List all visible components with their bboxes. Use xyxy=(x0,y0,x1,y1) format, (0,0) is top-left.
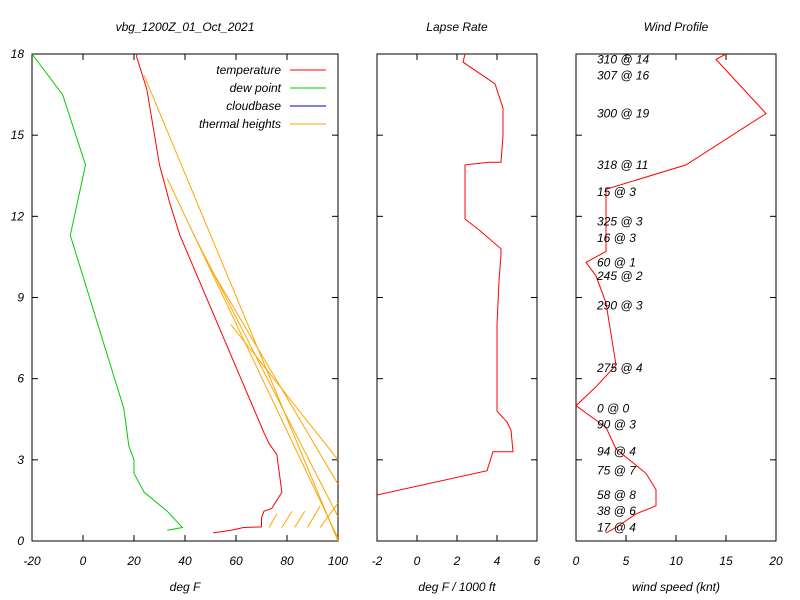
legend-label-cloudbase: cloudbase xyxy=(226,99,281,113)
sounding-thermal-heights-line xyxy=(306,505,321,528)
lapse-rate-x-tick-label: -2 xyxy=(372,554,383,568)
lapse-rate-x-tick-label: 0 xyxy=(414,554,421,568)
wind-annotation: 318 @ 11 xyxy=(597,158,648,172)
legend-label-temperature: temperature xyxy=(216,63,281,77)
sounding-thermal-heights-line xyxy=(319,502,339,528)
wind-profile-panel: Wind Profile 0 5 10 15 20 wind speed (knt) 310 … xyxy=(573,20,783,594)
wind-annotation: 16 @ 3 xyxy=(597,231,636,245)
sounding-y-tick-label: 6 xyxy=(17,372,24,386)
lapse-rate-frame xyxy=(376,53,538,542)
legend: temperature dew point cloudbase thermal hei… xyxy=(199,63,326,131)
wind-annotation: 325 @ 3 xyxy=(597,215,643,229)
sounding-y-tick-label: 15 xyxy=(11,128,25,142)
lapse-rate-x-tick-label: 4 xyxy=(494,554,501,568)
sounding-temperature-line xyxy=(136,54,283,534)
sounding-x-tick-label: 100 xyxy=(328,554,348,568)
sounding-frame xyxy=(31,53,339,542)
wind-profile-x-tick-label: 10 xyxy=(669,554,683,568)
sounding-title: vbg_1200Z_01_Oct_2021 xyxy=(116,20,255,34)
wind-annotation: 275 @ 4 xyxy=(596,361,643,375)
sounding-x-tick-label: 0 xyxy=(80,554,87,568)
sounding-thermal-heights-line xyxy=(230,324,339,461)
sounding-thermal-heights-line xyxy=(294,510,306,528)
sounding-y-tick-label: 12 xyxy=(11,209,25,223)
wind-annotation: 58 @ 8 xyxy=(597,488,636,502)
wind-annotation: 307 @ 16 xyxy=(597,69,650,83)
sounding-x-tick-label: 60 xyxy=(229,554,243,568)
sounding-x-tick-label: 40 xyxy=(178,554,192,568)
sounding-dew-point-line xyxy=(31,53,184,531)
wind-annotation: 94 @ 4 xyxy=(597,445,636,459)
sounding-thermal-heights-line xyxy=(204,259,339,485)
legend-label-dew-point: dew point xyxy=(230,81,282,95)
sounding-y-tick-label: 18 xyxy=(11,47,25,61)
sounding-y-tick-label: 0 xyxy=(17,534,24,548)
sounding-y-tick-label: 9 xyxy=(17,291,24,305)
sounding-x-tick-label: 20 xyxy=(126,554,141,568)
wind-annotation: 300 @ 19 xyxy=(597,107,650,121)
lapse-rate-x-axis-label: deg F / 1000 ft xyxy=(418,580,496,594)
lapse-rate-x-tick-label: 6 xyxy=(534,554,541,568)
wind-annotation: 75 @ 7 xyxy=(597,464,637,478)
wind-annotation: 38 @ 6 xyxy=(597,504,636,518)
wind-annotation: 90 @ 3 xyxy=(597,418,636,432)
lapse-rate-x-tick-label: 2 xyxy=(453,554,461,568)
sounding-thermal-heights-line xyxy=(192,232,339,517)
wind-annotation: 245 @ 2 xyxy=(596,269,643,283)
sounding-x-tick-label: -20 xyxy=(23,554,41,568)
wind-annotation: 60 @ 1 xyxy=(597,255,636,269)
wind-annotation: 17 @ 4 xyxy=(597,520,636,534)
legend-label-thermal-heights: thermal heights xyxy=(199,117,281,131)
sounding-panel: vbg_1200Z_01_Oct_2021 -20 0 20 40 60 80 100 0 3 6 9… xyxy=(11,20,349,594)
sounding-x-tick-label: 80 xyxy=(280,554,294,568)
sounding-thermal-heights-line xyxy=(166,178,339,539)
wind-profile-x-tick-label: 0 xyxy=(573,554,580,568)
wind-profile-x-axis-label: wind speed (knt) xyxy=(632,580,720,594)
wind-annotation: 290 @ 3 xyxy=(596,299,643,313)
sounding-thermal-heights-line xyxy=(143,75,339,542)
sounding-thermal-heights-line xyxy=(268,513,278,528)
wind-profile-title: Wind Profile xyxy=(644,20,709,34)
wind-annotation: 0 @ 0 xyxy=(597,401,630,415)
lapse-rate-panel: Lapse Rate -2 0 2 4 6 deg F / 1000 ft xyxy=(372,20,541,594)
sounding-thermal-heights-line xyxy=(281,510,293,528)
wind-profile-series-line xyxy=(575,53,767,534)
wind-profile-x-tick-label: 5 xyxy=(623,554,630,568)
sounding-x-axis-label: deg F xyxy=(170,580,201,594)
wind-annotation: 15 @ 3 xyxy=(597,185,636,199)
wind-annotation: 310 @ 14 xyxy=(597,52,650,66)
lapse-rate-series-line xyxy=(376,53,514,496)
sounding-y-tick-label: 3 xyxy=(17,453,24,467)
lapse-rate-title: Lapse Rate xyxy=(426,20,488,34)
wind-profile-x-tick-label: 15 xyxy=(719,554,733,568)
wind-profile-x-tick-label: 20 xyxy=(768,554,783,568)
